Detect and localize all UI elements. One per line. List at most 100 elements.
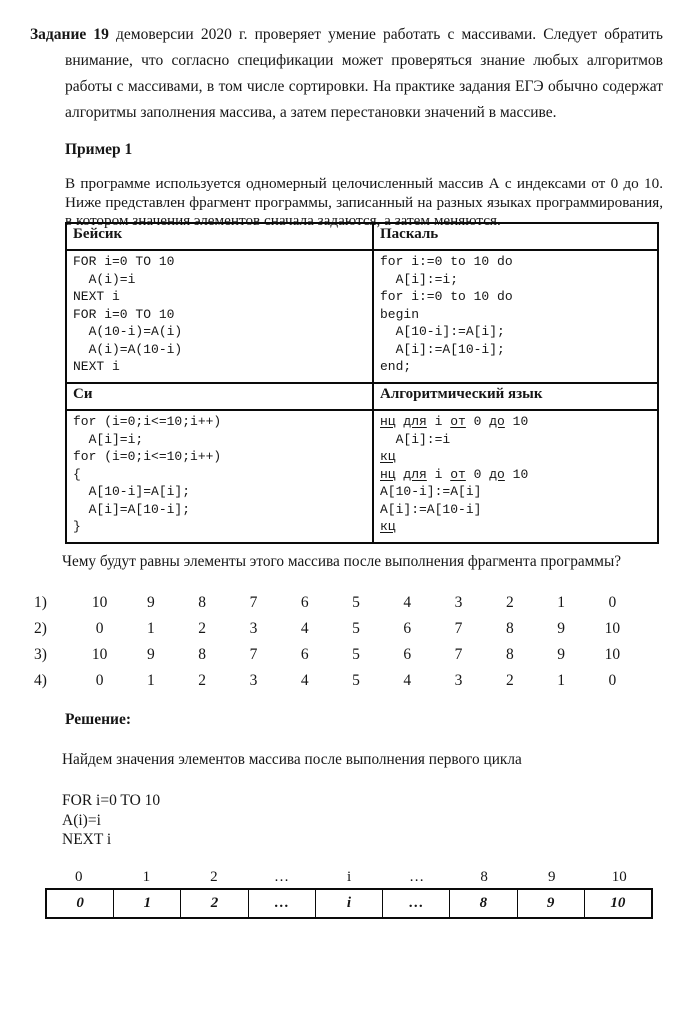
algo-keyword: для	[403, 414, 427, 429]
array-index-cell: 2	[210, 869, 218, 885]
option-value: 7	[454, 646, 463, 663]
array-value-cell: …	[382, 890, 449, 917]
array-index-cell: 9	[547, 869, 556, 885]
option-value: 8	[505, 620, 514, 637]
option-value: 7	[249, 594, 258, 611]
solution-heading: Решение:	[65, 711, 132, 728]
algo-keyword: для	[403, 466, 427, 482]
option-value: 7	[249, 646, 258, 663]
option-value: 8	[198, 646, 207, 663]
option-value: 3	[454, 594, 463, 611]
algo-code-text: 10	[504, 466, 529, 482]
code-table: Бейсик Паскаль FOR i=0 TO 10 A(i)=i NEXT…	[65, 222, 659, 544]
option-label: 2)	[34, 620, 47, 637]
option-value: 3	[249, 672, 258, 689]
algo-keyword: до	[489, 414, 505, 429]
option-label: 1)	[34, 594, 47, 611]
option-value: 1	[557, 594, 565, 611]
answer-option-row: 3) 10 9 8 7 6 5 6 7 8 9 10	[30, 642, 638, 668]
algo-keyword: от	[450, 466, 466, 482]
option-value: 7	[454, 620, 463, 637]
option-value: 6	[300, 646, 309, 663]
pascal-code-cell: for i:=0 to 10 do A[i]:=i; for i:=0 to 1…	[372, 249, 659, 384]
option-value: 0	[608, 672, 617, 689]
basic-code: FOR i=0 TO 10 A(i)=i NEXT i FOR i=0 TO 1…	[73, 254, 183, 374]
option-value: 6	[403, 620, 412, 637]
array-index-cell: …	[409, 869, 425, 885]
array-index-cell: 8	[480, 869, 488, 885]
algo-code-cell: нц для i от 0 до 10 A[i]:=i кц нц для i от…	[372, 409, 659, 544]
option-value: 4	[300, 620, 309, 637]
array-value-cell: 1	[113, 890, 180, 917]
array-index-cell: 1	[142, 869, 151, 885]
option-value: 5	[352, 672, 360, 689]
algo-code-text: 0	[465, 466, 490, 482]
option-value: 0	[608, 594, 617, 611]
algo-keyword: от	[450, 414, 466, 429]
option-value: 10	[604, 646, 621, 663]
algo-code-text: A[10-i]:=A[i]	[380, 484, 482, 499]
option-value: 5	[352, 620, 360, 637]
option-value: 10	[604, 620, 621, 637]
algo-code-text: 0	[465, 414, 490, 429]
option-value: 8	[198, 594, 207, 611]
option-label: 3)	[34, 646, 47, 663]
algo-keyword: нц	[380, 466, 396, 482]
answer-option-row: 1) 10 9 8 7 6 5 4 3 2 1 0	[30, 590, 638, 616]
option-value: 4	[403, 594, 412, 611]
c-code-cell: for (i=0;i<=10;i++) A[i]=i; for (i=0;i<=…	[65, 409, 374, 544]
array-value-cell: i	[314, 890, 382, 917]
answer-option-row: 4) 0 1 2 3 4 5 4 3 2 1 0	[30, 668, 638, 694]
option-value: 2	[198, 620, 207, 637]
basic-header-cell: Бейсик	[65, 222, 374, 251]
option-value: 2	[198, 672, 207, 689]
task-number: Задание 19	[30, 25, 109, 43]
option-value: 9	[147, 646, 155, 663]
option-value: 9	[557, 646, 565, 663]
algo-keyword: нц	[380, 414, 396, 429]
basic-code-cell: FOR i=0 TO 10 A(i)=i NEXT i FOR i=0 TO 1…	[65, 249, 374, 384]
array-value-row: 0 1 2… i… 8 9 10	[45, 888, 653, 919]
algo-code-text: A[i]:=i	[380, 431, 451, 447]
option-value: 2	[505, 594, 514, 611]
algo-header-cell: Алгоритмический язык	[372, 382, 659, 411]
array-index-cell: 0	[75, 869, 83, 885]
array-index-row: 0 1 2 … i … 8 9 10	[45, 866, 653, 888]
option-label: 4)	[34, 672, 47, 689]
intro-text: демоверсии 2020 г. проверяет умение рабо…	[65, 25, 664, 121]
c-code: for (i=0;i<=10;i++) A[i]=i; for (i=0;i<=…	[73, 414, 222, 534]
solution-code: FOR i=0 TO 10 A(i)=i NEXT i	[62, 792, 161, 848]
option-value: 3	[249, 620, 258, 637]
option-value: 5	[352, 646, 360, 663]
array-value-cell: 8	[449, 890, 516, 917]
pascal-code: for i:=0 to 10 do A[i]:=i; for i:=0 to 1…	[380, 254, 513, 374]
option-value: 9	[557, 620, 565, 637]
algo-keyword: до	[489, 466, 505, 482]
array-index-cell: i	[346, 869, 352, 885]
array-value-cell: 0	[76, 895, 84, 911]
example-heading: Пример 1	[65, 141, 133, 158]
algo-code: нц для i от 0 до 10 A[i]:=i кц нц для i от…	[380, 413, 651, 536]
option-value: 10	[91, 646, 108, 663]
c-header-cell: Си	[65, 382, 374, 411]
answer-option-row: 2) 0 1 2 3 4 5 6 7 8 9 10	[30, 616, 638, 642]
array-index-cell: …	[273, 869, 289, 885]
option-value: 9	[147, 594, 155, 611]
option-value: 2	[505, 672, 514, 689]
array-value-cell: 10	[583, 890, 651, 917]
option-value: 10	[91, 594, 108, 611]
algo-keyword: кц	[380, 519, 396, 534]
option-value: 0	[95, 620, 104, 637]
answer-options: 1) 10 9 8 7 6 5 4 3 2 1 0 2) 0 1 2 3 4 5 6 7 8 9 10 3) 10 9 8 7 6 5 6 7 8…	[30, 590, 638, 694]
pascal-header-cell: Паскаль	[372, 222, 659, 251]
intro-paragraph: Задание 19 демоверсии 2020 г. проверяет …	[30, 22, 663, 126]
array-value-cell: …	[247, 890, 315, 917]
option-value: 8	[505, 646, 514, 663]
algo-code-text: i	[426, 414, 451, 429]
algo-keyword: кц	[380, 449, 396, 464]
option-value: 1	[557, 672, 565, 689]
option-value: 4	[403, 672, 412, 689]
option-value: 6	[300, 594, 309, 611]
array-value-cell: 9	[516, 890, 584, 917]
